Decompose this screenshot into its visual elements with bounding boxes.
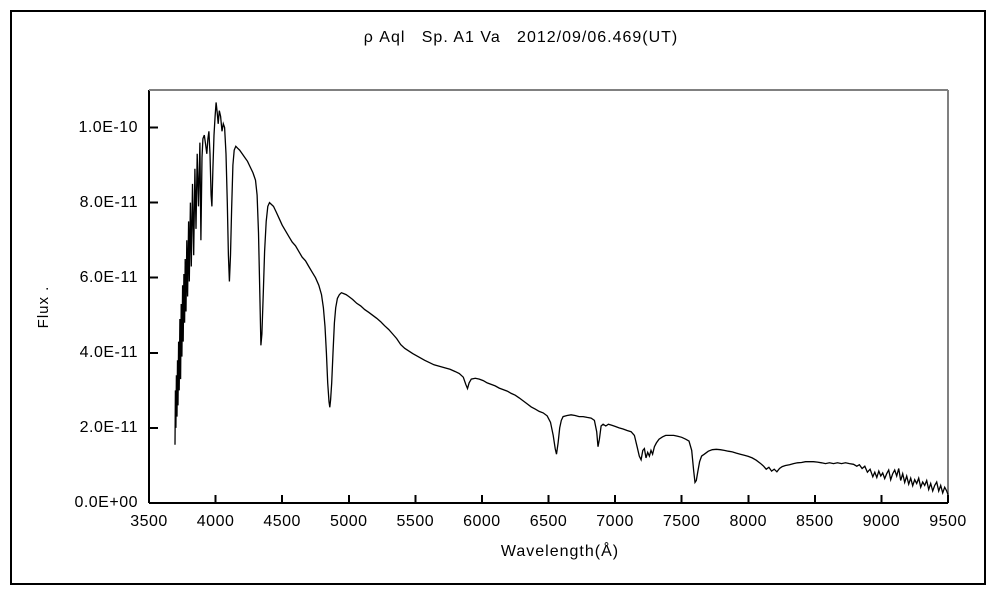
- x-tick-label: 7000: [596, 513, 634, 530]
- x-tick-label: 6000: [463, 513, 501, 530]
- x-tick-label: 9000: [862, 513, 901, 530]
- x-tick-label: 5000: [329, 513, 368, 530]
- x-tick-label: 9500: [929, 513, 967, 530]
- x-tick-label: 4500: [263, 513, 301, 530]
- x-tick-label: 8500: [796, 513, 834, 530]
- y-tick-label: 1.0E-10: [78, 118, 138, 136]
- chart-title: ρ Aql Sp. A1 Va 2012/09/06.469(UT): [363, 29, 679, 46]
- y-tick-label: 0.0E+00: [74, 494, 138, 511]
- x-tick-label: 5500: [396, 513, 435, 530]
- x-tick-label: 8000: [729, 513, 768, 530]
- x-tick-label: 4000: [196, 513, 235, 530]
- x-tick-label: 6500: [529, 513, 568, 530]
- x-tick-label: 7500: [662, 513, 701, 530]
- y-tick-label: 4.0E-11: [79, 343, 138, 361]
- spectrum-line: [174, 102, 949, 496]
- y-tick-label: 2.0E-11: [79, 418, 138, 436]
- x-axis-label: Wavelength(Å): [500, 543, 620, 560]
- y-tick-label: 6.0E-11: [79, 268, 138, 286]
- figure-border: [10, 10, 986, 585]
- y-tick-label: 8.0E-11: [79, 193, 138, 211]
- x-tick-label: 3500: [130, 513, 168, 530]
